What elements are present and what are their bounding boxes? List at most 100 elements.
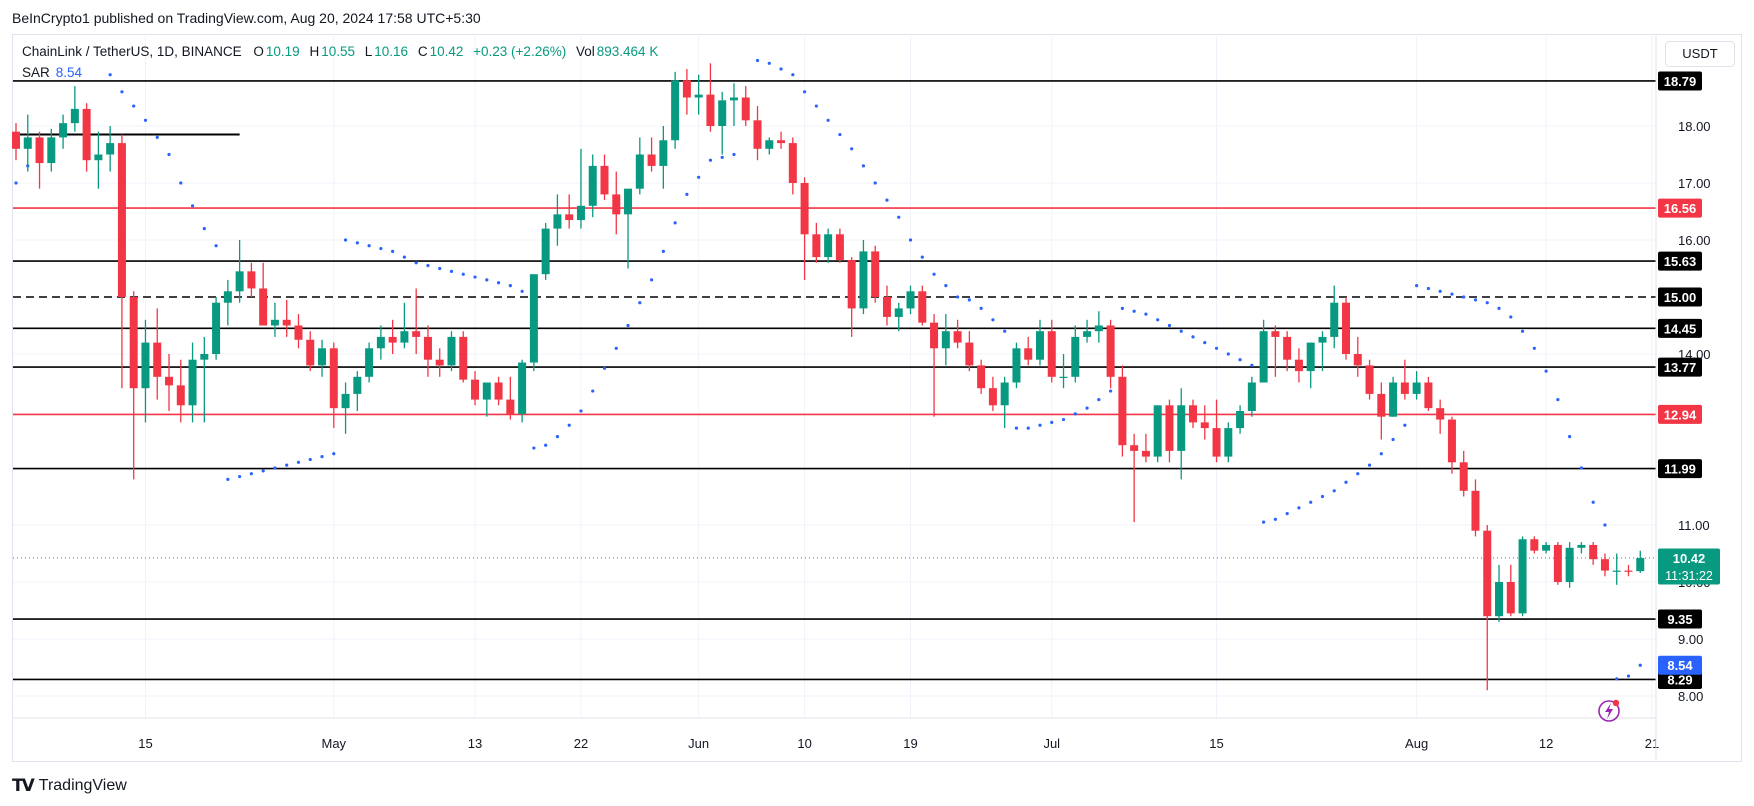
candle-up (1035, 319, 1044, 366)
sar-dot (1615, 677, 1619, 681)
candle-down (412, 288, 421, 354)
candle-body (1542, 544, 1551, 551)
candle-down (259, 262, 268, 326)
candle-down (117, 134, 126, 389)
sar-dot (485, 278, 489, 282)
candle-up (906, 285, 915, 315)
sar-dot (861, 164, 866, 168)
candle-up (859, 240, 868, 315)
sar-dot (1191, 335, 1195, 339)
sar-dot (1403, 423, 1407, 427)
candles (12, 63, 1645, 691)
candle-body (1436, 408, 1445, 420)
candle-body (1094, 325, 1103, 332)
candle-body (1330, 302, 1339, 337)
candle-body (1342, 302, 1351, 354)
sar-dot (190, 204, 195, 208)
candle-down (777, 131, 786, 149)
sar-dot (1485, 301, 1489, 305)
sar-dot (1273, 517, 1277, 521)
sar-dot (332, 452, 336, 456)
candle-up (529, 274, 538, 372)
candle-body (35, 137, 44, 164)
candle-body (117, 143, 126, 297)
candle-up (553, 194, 562, 246)
candle-down (1271, 325, 1280, 377)
candle-body (306, 339, 315, 366)
x-tick-label: 21 (1645, 736, 1659, 751)
candle-body (871, 251, 880, 297)
candle-up (59, 114, 68, 149)
candle-body (659, 140, 668, 166)
sar-dot (1579, 466, 1584, 470)
candle-body (388, 336, 397, 343)
candle-up (141, 319, 150, 423)
sar-dot (920, 255, 924, 259)
candle-body (1565, 547, 1574, 582)
candle-down (471, 371, 480, 406)
sar-dot (167, 152, 171, 157)
candle-body (259, 288, 268, 326)
candle-up (353, 371, 362, 411)
sar-dot (402, 255, 407, 259)
sar-dot (826, 118, 830, 122)
x-tick-label: 19 (903, 736, 917, 751)
candle-up (941, 314, 950, 366)
sar-dot (1591, 500, 1595, 504)
volume-value: 893.464 K (596, 44, 659, 59)
level-badge-text: 9.35 (1667, 612, 1692, 627)
sar-dot (14, 181, 18, 185)
alert-lightning-icon[interactable] (1598, 699, 1620, 722)
candle-up (400, 302, 409, 349)
level-badge: 15.63 (1658, 251, 1702, 271)
sar-dot (496, 281, 501, 285)
candle-up (894, 302, 903, 332)
candle-up (1177, 388, 1186, 480)
candle-body (1600, 559, 1609, 571)
candle-up (1577, 542, 1586, 554)
sar-dot (238, 474, 242, 479)
candle-body (1283, 336, 1292, 360)
high-value: 10.55 (321, 44, 355, 59)
candle-down (494, 376, 503, 406)
sar-dot (591, 389, 595, 393)
candle-body (741, 97, 750, 121)
candle-body (376, 336, 385, 349)
candle-body (635, 154, 644, 189)
candle-down (682, 69, 691, 115)
candle-body (977, 365, 986, 389)
candle-body (1165, 405, 1174, 451)
sar-dot (1568, 435, 1572, 439)
candle-body (694, 94, 703, 98)
candle-down (282, 299, 291, 337)
candle-down (82, 103, 91, 172)
candle-down (1141, 433, 1150, 463)
price-badges: 18.79 16.56 15.63 15.00 14.45 13.77 12.94 11.99… (1658, 71, 1720, 689)
candle-up (1224, 422, 1233, 463)
candle-body (718, 100, 727, 126)
candle-up (1636, 550, 1645, 573)
candle-down (1118, 365, 1127, 457)
sar-label: SAR (22, 65, 50, 80)
sar-dot (108, 73, 112, 77)
candle-down (918, 285, 927, 326)
sar-badge-bg (1658, 655, 1702, 675)
candle-up (1389, 376, 1398, 417)
publisher-line: BeInCrypto1 published on TradingView.com… (12, 10, 481, 26)
candle-body (729, 97, 738, 101)
candle-body (1389, 382, 1398, 417)
currency-unit-button[interactable]: USDT (1665, 41, 1735, 67)
sar-dot (1120, 306, 1124, 310)
candle-up (541, 222, 550, 280)
sar-dot (838, 132, 842, 137)
candle-body (247, 271, 256, 289)
candle-up (106, 126, 115, 172)
candle-body (918, 291, 927, 323)
candle-body (1612, 570, 1621, 572)
candle-down (812, 222, 821, 263)
candle-body (59, 123, 68, 138)
candle-down (930, 314, 939, 417)
candle-body (471, 379, 480, 400)
sar-dot (1426, 286, 1430, 291)
